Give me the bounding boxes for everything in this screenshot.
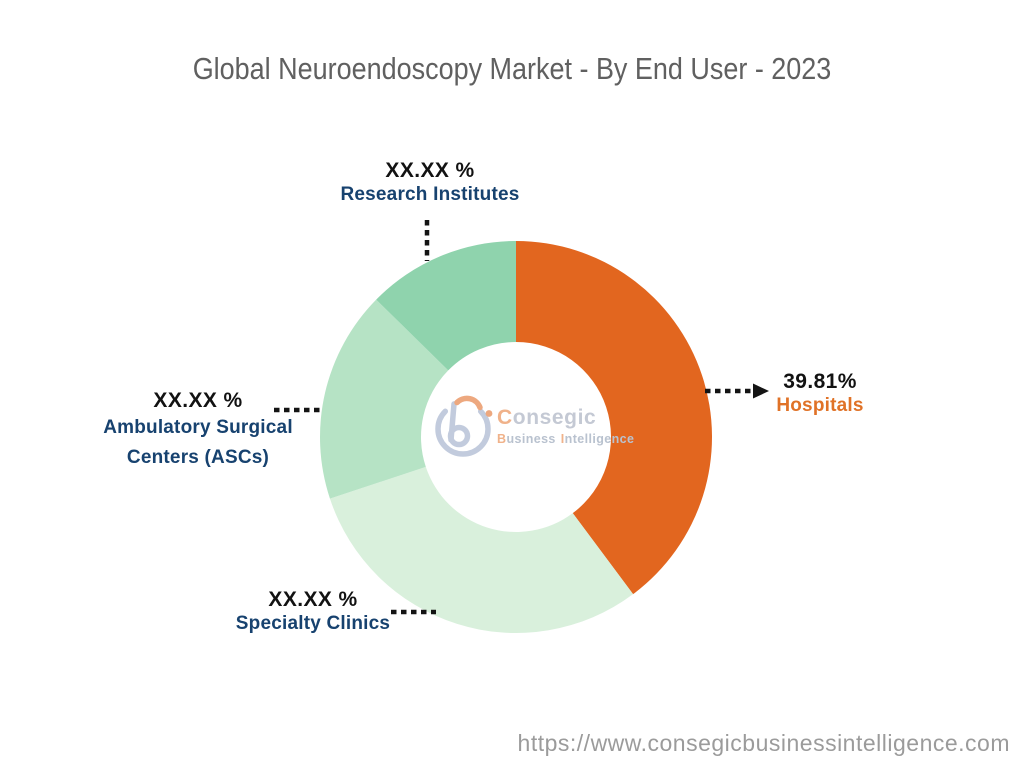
callout-hospitals: 39.81% Hospitals: [720, 370, 920, 418]
logo-wordmark-initial: C: [497, 406, 513, 429]
logo-subtitle-i: I: [561, 432, 565, 446]
consegic-logo: Consegic Business Intelligence: [435, 395, 634, 457]
callout-research-institutes: XX.XX % Research Institutes: [280, 159, 580, 207]
research-institutes-value: XX.XX %: [385, 159, 475, 182]
pie-slice-research-institutes: [376, 240, 516, 371]
logo-swoosh-shape: [454, 395, 483, 411]
callout-connectors: [274, 220, 769, 615]
logo-subtitle-rest2: ntelligence: [565, 432, 635, 446]
specialty-clinics-label: Specialty Clinics: [235, 613, 391, 634]
logo-wordmark: Consegic: [497, 406, 596, 429]
callout-asc: XX.XX % Ambulatory Surgical Centers (ASC…: [68, 389, 328, 473]
consegic-logo-icon: [435, 395, 493, 457]
arrowhead-icon: [753, 383, 769, 399]
logo-subtitle-rest1: usiness: [506, 432, 555, 446]
logo-wordmark-rest: onsegic: [513, 406, 597, 429]
hospitals-label: Hospitals: [776, 395, 864, 416]
specialty-clinics-value: XX.XX %: [268, 588, 358, 611]
pie-slice-specialty-clinics: [329, 466, 634, 633]
asc-value: XX.XX %: [153, 389, 243, 412]
website-url[interactable]: https://www.consegicbusinessintelligence…: [517, 730, 1010, 756]
logo-subtitle-b: B: [497, 432, 506, 446]
donut-slices: [320, 240, 712, 633]
logo-subtitle: Business Intelligence: [497, 432, 634, 446]
asc-label: Ambulatory Surgical Centers (ASCs): [103, 417, 293, 468]
logo-ring-shape: [435, 408, 491, 457]
callout-specialty-clinics: XX.XX % Specialty Clinics: [183, 588, 443, 636]
hospitals-value: 39.81%: [783, 370, 857, 393]
logo-b-bowl-shape: [447, 424, 471, 448]
research-institutes-label: Research Institutes: [340, 184, 520, 205]
logo-dot-shape: [485, 410, 493, 417]
pie-slice-ambulatory-surgical-centers-ascs-: [320, 299, 449, 499]
pie-slice-hospitals: [516, 241, 712, 595]
chart-title: Global Neuroendoscopy Market - By End Us…: [192, 51, 832, 86]
